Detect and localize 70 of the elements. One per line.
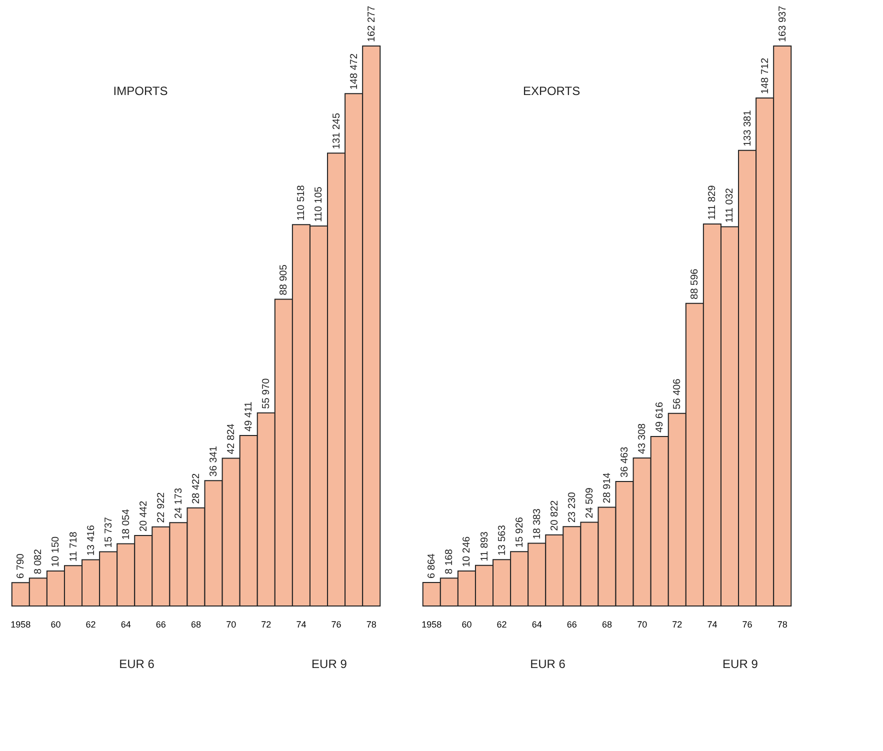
- x-tick-label: 74: [296, 620, 306, 630]
- data-label: 15 926: [514, 516, 526, 548]
- data-label: 10 150: [50, 536, 62, 567]
- data-label: 22 922: [156, 492, 167, 523]
- data-label: 49 616: [654, 401, 666, 433]
- x-tick-label: 70: [226, 620, 236, 630]
- data-label: 42 824: [226, 423, 238, 454]
- data-label: 110 105: [314, 186, 325, 222]
- data-label: 13 563: [496, 524, 508, 556]
- x-tick-label: 64: [120, 620, 131, 630]
- text: EUR 6: [119, 657, 155, 671]
- data-label: 11 718: [68, 531, 80, 562]
- data-label: 163 937: [777, 5, 788, 42]
- data-label: 43 308: [637, 423, 648, 454]
- data-label: 10 246: [462, 536, 473, 567]
- data-label: 49 411: [244, 401, 255, 432]
- data-label: 6 864: [426, 553, 438, 579]
- x-tick-label: 68: [190, 620, 202, 630]
- x-tick-label: 60: [462, 620, 472, 630]
- x-tick-label: 76: [742, 620, 752, 630]
- data-label: 148 472: [348, 53, 360, 90]
- data-label: 13 416: [86, 524, 97, 556]
- data-label: 148 712: [760, 57, 771, 94]
- data-label: 18 054: [120, 508, 132, 540]
- x-tick-label: 68: [602, 620, 612, 630]
- data-label: 111 829: [707, 184, 718, 220]
- x-tick-label: 78: [366, 620, 376, 630]
- data-label: 11 893: [479, 531, 490, 562]
- x-tick-label: 60: [50, 620, 61, 630]
- x-tick-label: 66: [566, 620, 577, 630]
- data-label: 133 381: [742, 110, 754, 146]
- x-tick-label: 64: [532, 620, 542, 630]
- data-label: 36 463: [620, 446, 631, 478]
- data-label: 8 082: [33, 548, 44, 574]
- data-label: 28 422: [191, 472, 202, 504]
- data-label: 18 383: [532, 508, 543, 540]
- data-label: 88 596: [690, 268, 701, 300]
- x-tick-label: 1958: [422, 620, 442, 630]
- data-label: 36 341: [208, 446, 220, 477]
- x-tick-label: 76: [331, 620, 342, 630]
- x-tick-label: 70: [637, 620, 648, 630]
- data-label: 110 518: [296, 184, 308, 221]
- x-tick-label: 66: [156, 620, 166, 630]
- text: EXPORTS: [522, 84, 580, 98]
- x-tick-label: 78: [777, 620, 788, 630]
- text: EUR 9: [722, 657, 758, 671]
- data-label: 24 173: [173, 488, 184, 519]
- data-label: 6 790: [16, 553, 27, 579]
- data-label: 111 032: [724, 188, 736, 223]
- data-label: 56 406: [672, 378, 684, 410]
- x-tick-label: 72: [261, 620, 272, 630]
- data-label: 162 277: [366, 5, 378, 42]
- data-label: 8 168: [444, 548, 456, 574]
- text: EUR 6: [530, 657, 566, 671]
- x-tick-label: 62: [496, 620, 507, 630]
- data-label: 20 822: [549, 500, 560, 531]
- data-label: 20 442: [138, 500, 150, 532]
- data-label: 15 737: [103, 516, 114, 548]
- data-label: 24 509: [584, 487, 596, 518]
- data-label: 88 905: [278, 264, 290, 296]
- x-tick-label: 74: [707, 620, 718, 630]
- data-label: 23 230: [566, 492, 578, 523]
- x-tick-label: 1958: [10, 620, 31, 630]
- x-tick-label: 72: [672, 620, 682, 630]
- data-label: 28 914: [602, 472, 613, 504]
- data-label: 131 245: [331, 112, 342, 150]
- text: EUR 9: [312, 657, 348, 671]
- data-label: 55 970: [261, 378, 272, 409]
- text: IMPORTS: [113, 84, 168, 98]
- x-tick-label: 62: [86, 620, 96, 630]
